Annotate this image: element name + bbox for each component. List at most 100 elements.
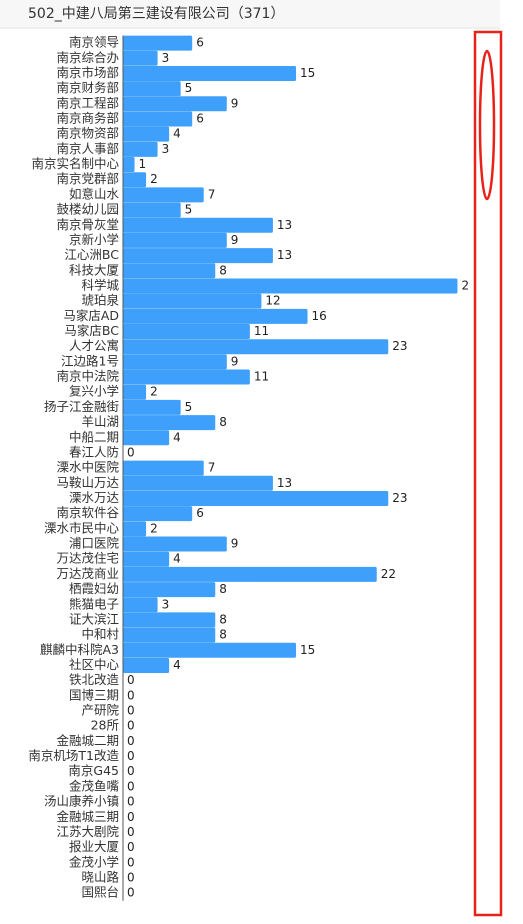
value-label: 0 [127, 795, 135, 809]
category-label: 浦口医院 [69, 536, 120, 551]
category-label: 南京物资部 [56, 126, 119, 141]
category-label: 万达茂商业 [56, 566, 119, 581]
bar [123, 324, 250, 340]
category-label: 栖霞妇幼 [69, 581, 119, 596]
category-label: 社区中心 [69, 657, 120, 672]
highlight-ellipse [478, 49, 496, 201]
category-label: 中和村 [81, 627, 119, 642]
value-label: 8 [219, 612, 227, 626]
bar [123, 369, 250, 385]
category-label: 铁北改造 [69, 672, 120, 687]
category-label: 复兴小学 [69, 384, 119, 399]
bar [123, 157, 135, 173]
value-label: 13 [277, 476, 292, 490]
bar [123, 81, 181, 97]
value-label: 2 [150, 385, 158, 399]
bar [123, 657, 170, 673]
value-label: 0 [127, 870, 135, 884]
category-label: 汤山康养小镇 [44, 794, 119, 809]
category-label: 万达茂住宅 [56, 551, 119, 566]
category-label: 金茂小学 [69, 854, 119, 869]
bar [123, 475, 273, 491]
value-label: 0 [127, 810, 135, 824]
bar [123, 490, 389, 506]
value-label: 0 [127, 704, 135, 718]
bar [123, 111, 193, 127]
value-label: 2 [150, 172, 158, 186]
category-label: 南京实名制中心 [31, 156, 119, 171]
category-label: 南京机场T1改造 [28, 748, 119, 763]
value-label: 23 [392, 491, 407, 505]
category-label: 中船二期 [69, 429, 119, 444]
category-label: 南京人事部 [56, 141, 119, 156]
value-label: 4 [173, 658, 181, 672]
category-label: 江苏大剧院 [56, 824, 119, 839]
category-label: 溧水中医院 [56, 460, 119, 475]
bar [123, 172, 147, 188]
value-label: 0 [127, 840, 135, 854]
category-label: 南京领导 [69, 35, 119, 50]
category-label: 南京综合办 [56, 50, 119, 65]
value-label: 9 [231, 233, 239, 247]
value-label: 0 [127, 445, 135, 459]
category-label: 江边路1号 [61, 353, 119, 368]
value-label: 6 [196, 36, 204, 50]
bar [123, 308, 308, 324]
value-label: 13 [277, 248, 292, 262]
bar [123, 232, 227, 248]
category-label: 南京财务部 [56, 80, 119, 95]
value-label: 5 [185, 81, 193, 95]
category-label: 科学城 [81, 277, 119, 292]
value-label: 8 [219, 263, 227, 277]
category-label: 熊猫电子 [69, 596, 119, 611]
category-label: 产研院 [81, 703, 119, 718]
category-label: 麒麟中科院A3 [40, 642, 119, 657]
category-label: 羊山湖 [81, 414, 119, 429]
value-label: 13 [277, 218, 292, 232]
value-label: 11 [254, 324, 269, 338]
category-label: 南京商务部 [56, 110, 119, 125]
bar [123, 50, 158, 66]
bar [123, 248, 273, 264]
bar [123, 65, 296, 81]
value-label: 5 [185, 400, 193, 414]
category-label: 琥珀泉 [81, 293, 119, 308]
bar [123, 551, 170, 567]
value-label: 3 [162, 51, 170, 65]
category-label: 鼓楼幼儿园 [56, 202, 119, 217]
value-label: 8 [219, 628, 227, 642]
value-label: 7 [208, 461, 216, 475]
category-label: 春江人防 [69, 444, 119, 459]
value-label: 4 [173, 552, 181, 566]
category-label: 南京党群部 [56, 171, 119, 186]
bar [123, 521, 147, 537]
bar [123, 506, 193, 522]
category-label: 科技大厦 [69, 262, 119, 277]
bar [123, 278, 458, 294]
category-label: 南京软件谷 [56, 505, 119, 520]
value-label: 9 [231, 537, 239, 551]
bar [123, 141, 158, 157]
category-label: 国博三期 [69, 687, 119, 702]
bar [123, 293, 262, 309]
category-label: 南京工程部 [56, 95, 119, 110]
bar [123, 126, 170, 142]
value-label: 11 [254, 370, 269, 384]
highlight-box [473, 30, 503, 917]
value-label: 0 [127, 764, 135, 778]
bar [123, 597, 158, 613]
category-label: 金融城二期 [56, 733, 119, 748]
bar [123, 96, 227, 112]
value-label: 0 [127, 886, 135, 900]
value-label: 0 [127, 688, 135, 702]
category-label: 如意山水 [69, 186, 120, 201]
bar [123, 415, 216, 431]
category-label: 马鞍山万达 [56, 475, 119, 490]
value-label: 6 [196, 111, 204, 125]
value-label: 9 [231, 354, 239, 368]
value-label: 0 [127, 779, 135, 793]
value-label: 3 [162, 142, 170, 156]
value-label: 5 [185, 203, 193, 217]
value-label: 0 [127, 855, 135, 869]
